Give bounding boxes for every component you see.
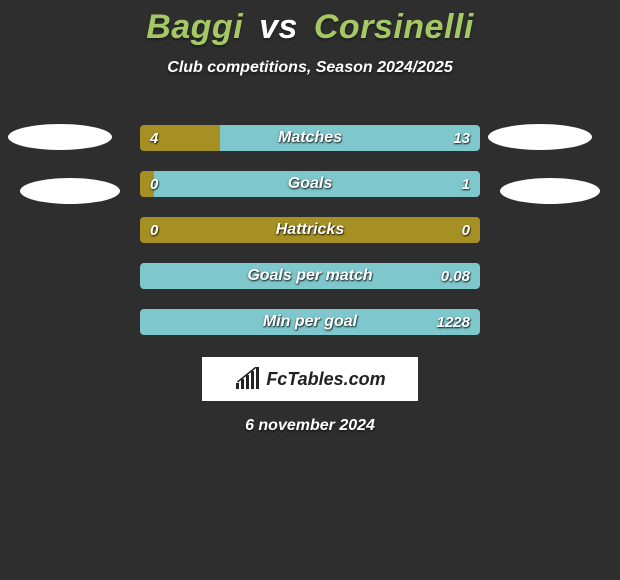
stat-row: Min per goal1228 [140,309,480,335]
decorative-ellipse [8,124,112,150]
stat-bar-right [140,263,480,289]
stat-bar-right [220,125,480,151]
decorative-ellipse [500,178,600,204]
stat-bar-left [140,125,220,151]
player1-name: Baggi [146,8,243,46]
stat-bar-right [140,309,480,335]
stat-row: Matches413 [140,125,480,151]
subtitle: Club competitions, Season 2024/2025 [0,59,620,77]
brand-text: FcTables.com [266,369,385,390]
stat-row: Goals01 [140,171,480,197]
page-title: Baggi vs Corsinelli [0,0,620,47]
stat-bar-left [140,217,480,243]
comparison-card: Baggi vs Corsinelli Club competitions, S… [0,0,620,580]
stat-bar-left [140,171,154,197]
stat-bar-right [154,171,480,197]
vs-separator: vs [259,8,298,46]
player2-name: Corsinelli [314,8,474,46]
chart-icon [234,367,260,391]
date-label: 6 november 2024 [0,417,620,435]
stat-row: Goals per match0.08 [140,263,480,289]
decorative-ellipse [488,124,592,150]
stat-row: Hattricks00 [140,217,480,243]
decorative-ellipse [20,178,120,204]
stats-container: Matches413 Goals01 Hattricks00 Goals per ma… [140,125,480,335]
brand-badge: FcTables.com [202,357,418,401]
